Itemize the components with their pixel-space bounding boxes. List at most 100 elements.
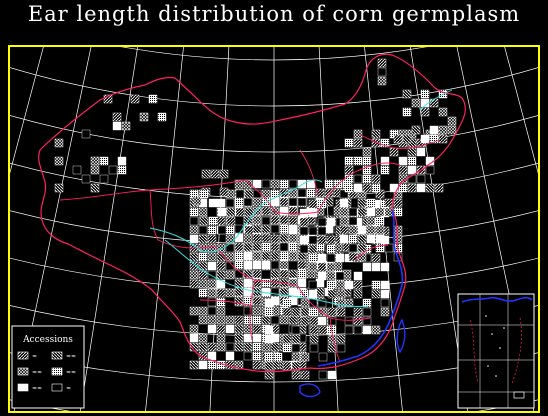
accession-cell	[327, 334, 337, 344]
accession-cell	[342, 269, 352, 279]
accession-cell	[234, 260, 244, 270]
accession-cell	[353, 316, 363, 326]
accession-cell	[216, 261, 226, 271]
accession-cell	[318, 325, 328, 335]
accession-cell	[243, 234, 253, 244]
river-yellow	[149, 179, 323, 253]
coastline	[317, 209, 404, 367]
accession-cell	[270, 287, 280, 297]
accession-cell	[252, 197, 262, 207]
accession-cell	[447, 125, 457, 135]
accession-cell	[353, 307, 363, 317]
accession-cell	[252, 351, 262, 361]
accession-cell	[198, 315, 208, 325]
accession-cell	[336, 307, 346, 317]
accession-cell	[375, 225, 385, 235]
accession-cell	[420, 134, 430, 144]
accession-cell	[219, 187, 229, 197]
accession-cell	[189, 225, 199, 235]
accession-cell	[207, 315, 217, 325]
accession-cell	[309, 343, 319, 353]
accession-cell	[112, 121, 122, 131]
accession-cell	[90, 165, 100, 175]
accession-cell	[407, 156, 417, 166]
map-frame	[8, 45, 540, 413]
accession-cell	[252, 260, 262, 270]
accession-cell	[189, 342, 199, 352]
accession-cell	[402, 107, 412, 117]
accession-cell	[261, 206, 271, 216]
accession-cell	[411, 98, 421, 108]
accession-cell	[157, 112, 167, 122]
accession-cell	[297, 278, 307, 288]
accession-cell	[288, 251, 298, 261]
accession-cell	[357, 234, 367, 244]
accession-cell	[207, 360, 217, 370]
accession-cell	[333, 260, 343, 270]
accession-cell	[234, 296, 244, 306]
accession-cell	[326, 253, 336, 263]
accession-cell	[225, 324, 235, 334]
accession-cell	[317, 253, 327, 263]
accession-cell	[353, 156, 363, 166]
accession-cell	[318, 352, 328, 362]
accession-cell	[243, 251, 253, 261]
accession-cell	[291, 334, 301, 344]
accession-cell	[189, 216, 199, 226]
accession-cell	[326, 271, 336, 281]
accession-cell	[261, 233, 271, 243]
legend-title: Accessions	[22, 335, 73, 345]
accession-cell	[299, 217, 309, 227]
accession-cell	[252, 296, 262, 306]
accession-cell	[324, 188, 334, 198]
accession-cell	[297, 269, 307, 279]
accession-cell	[308, 235, 318, 245]
accession-cell	[81, 174, 91, 184]
legend-label: ≈≈	[32, 369, 42, 376]
accession-cell	[371, 253, 381, 263]
accession-cell	[336, 289, 346, 299]
accession-cell	[393, 234, 403, 244]
accession-cell	[216, 279, 226, 289]
accession-cell	[425, 183, 435, 193]
accession-cell	[264, 370, 274, 380]
accession-cell	[243, 306, 253, 316]
legend-swatch	[51, 367, 63, 376]
accession-cell	[380, 165, 390, 175]
accession-cell	[189, 324, 199, 334]
accession-cell	[327, 316, 337, 326]
accession-cell	[264, 361, 274, 371]
accession-cell	[339, 189, 349, 199]
accession-cell	[366, 207, 376, 217]
accession-cell	[317, 235, 327, 245]
accession-cell	[189, 261, 199, 271]
accession-cell	[216, 198, 226, 208]
accession-cell	[326, 262, 336, 272]
accession-cell	[225, 351, 235, 361]
accession-cell	[288, 179, 298, 189]
accession-cell	[326, 235, 336, 245]
accession-cell	[402, 89, 412, 99]
accession-cell	[189, 279, 199, 289]
river-yangtze	[164, 239, 369, 307]
accession-cell	[90, 183, 100, 193]
accession-cell	[348, 225, 358, 235]
accession-cell	[339, 216, 349, 226]
accession-cell	[225, 342, 235, 352]
accession-cell	[288, 269, 298, 279]
accession-cell	[353, 271, 363, 281]
accession-cell	[198, 234, 208, 244]
accession-cell	[357, 198, 367, 208]
accession-cell	[130, 94, 140, 104]
accession-cell	[327, 307, 337, 317]
accession-cell	[279, 197, 289, 207]
accession-cell	[377, 58, 387, 68]
accession-cell	[407, 183, 417, 193]
accession-cell	[99, 156, 109, 166]
accession-cell	[216, 342, 226, 352]
accession-cell	[252, 315, 262, 325]
accession-cell	[362, 183, 372, 193]
accession-cell	[243, 179, 253, 189]
accession-cell	[270, 269, 280, 279]
accession-cell	[264, 307, 274, 317]
